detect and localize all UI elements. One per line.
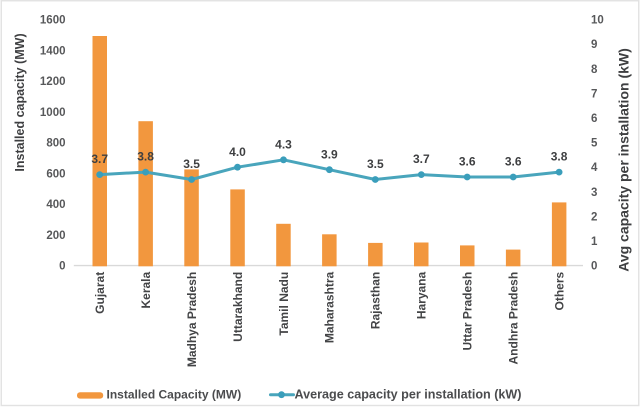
svg-text:Installed Capacity (MW): Installed Capacity (MW) <box>107 388 242 402</box>
svg-text:4.0: 4.0 <box>229 145 246 159</box>
svg-text:4: 4 <box>591 162 598 174</box>
svg-text:3.5: 3.5 <box>367 157 384 171</box>
svg-text:Maharashtra: Maharashtra <box>323 271 337 343</box>
svg-text:3.8: 3.8 <box>137 150 154 164</box>
svg-text:3.8: 3.8 <box>551 150 568 164</box>
svg-text:1000: 1000 <box>40 107 66 119</box>
svg-text:Rajasthan: Rajasthan <box>369 272 383 329</box>
svg-text:800: 800 <box>46 138 65 150</box>
svg-text:2: 2 <box>591 211 597 223</box>
svg-text:3.6: 3.6 <box>505 155 522 169</box>
svg-text:3.9: 3.9 <box>321 147 338 161</box>
svg-text:4.3: 4.3 <box>275 137 292 151</box>
svg-text:9: 9 <box>591 39 597 51</box>
svg-text:200: 200 <box>46 230 65 242</box>
svg-text:5: 5 <box>591 138 598 150</box>
svg-text:Haryana: Haryana <box>415 271 429 319</box>
svg-text:Uttarakhand: Uttarakhand <box>231 272 245 342</box>
svg-text:Gujarat: Gujarat <box>93 272 107 314</box>
svg-text:10: 10 <box>591 15 604 27</box>
svg-text:Andhra Pradesh: Andhra Pradesh <box>507 272 521 365</box>
svg-text:7: 7 <box>591 88 597 100</box>
svg-text:3.7: 3.7 <box>91 152 108 166</box>
svg-text:3.5: 3.5 <box>183 157 200 171</box>
svg-text:Kerala: Kerala <box>139 271 153 308</box>
svg-text:0: 0 <box>591 261 597 273</box>
svg-text:8: 8 <box>591 64 598 76</box>
svg-text:Uttar Pradesh: Uttar Pradesh <box>461 272 475 351</box>
svg-text:1400: 1400 <box>40 45 66 57</box>
svg-text:3.7: 3.7 <box>413 152 430 166</box>
svg-text:1: 1 <box>591 236 598 248</box>
svg-text:1200: 1200 <box>40 76 66 88</box>
svg-text:1600: 1600 <box>40 15 66 27</box>
svg-text:Installed capacity (MW): Installed capacity (MW) <box>13 33 27 171</box>
svg-text:400: 400 <box>46 199 65 211</box>
svg-text:3.6: 3.6 <box>459 155 476 169</box>
svg-text:Others: Others <box>552 271 566 310</box>
svg-text:Avg capacity per installation: Avg capacity per installation (kW) <box>616 48 632 272</box>
svg-text:Average capacity per installat: Average capacity per installation (kW) <box>295 388 522 402</box>
svg-text:0: 0 <box>59 261 65 273</box>
svg-text:6: 6 <box>591 113 597 125</box>
svg-text:600: 600 <box>46 168 65 180</box>
svg-text:3: 3 <box>591 187 597 199</box>
svg-text:Madhya Pradesh: Madhya Pradesh <box>185 272 199 367</box>
svg-text:Tamil Nadu: Tamil Nadu <box>277 272 291 336</box>
